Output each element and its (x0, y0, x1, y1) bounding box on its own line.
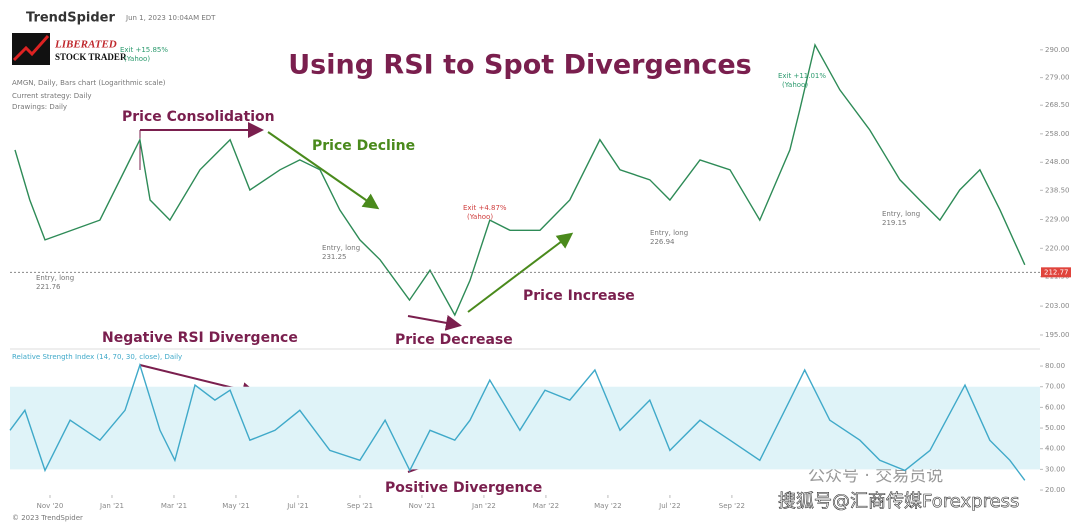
signal-label: Entry, long (322, 244, 360, 252)
drawings: Drawings: Daily (12, 103, 67, 111)
logo (12, 33, 50, 65)
signal-price: 231.25 (322, 253, 347, 261)
x-tick-label: May '22 (594, 502, 622, 510)
watermark: 公众号 · 交易员说 (808, 466, 943, 486)
x-tick-label: Jan '22 (471, 502, 496, 510)
y-tick-label: 229.00 (1045, 216, 1070, 224)
x-tick-label: Jan '21 (99, 502, 124, 510)
y-tick-label: 30.00 (1045, 465, 1065, 473)
copyright: © 2023 TrendSpider (12, 514, 83, 522)
exit-label: Exit +4.87% (463, 204, 507, 212)
last-price-tag (1041, 267, 1071, 278)
y-tick-label: 290.00 (1045, 46, 1070, 54)
logo-text: LIBERATED (54, 39, 117, 51)
annotation: Price Decrease (395, 332, 513, 348)
y-tick-label: 220.00 (1045, 244, 1070, 252)
y-tick-label: 195.00 (1045, 331, 1070, 339)
symbol-info: AMGN, Daily, Bars chart (Logarithmic sca… (12, 79, 166, 87)
brand: TrendSpider (26, 11, 115, 26)
exit-note: (Yahoo) (124, 55, 150, 63)
chart-title: Using RSI to Spot Divergences (288, 50, 752, 81)
annotation: Price Consolidation (122, 109, 275, 125)
logo-text: STOCK TRADER (55, 52, 127, 62)
annotation: Negative RSI Divergence (102, 330, 298, 346)
signal-price: 226.94 (650, 238, 675, 246)
exit-label: Exit +11.01% (778, 72, 826, 80)
signal-price: 219.15 (882, 219, 907, 227)
y-tick-label: 70.00 (1045, 383, 1065, 391)
annotation: Positive Divergence (385, 480, 542, 496)
last-price-label: 212.77 (1044, 268, 1069, 276)
rsi-title: Relative Strength Index (14, 70, 30, clo… (12, 353, 182, 361)
signal-label: Entry, long (36, 274, 74, 282)
x-tick-label: Mar '21 (161, 502, 187, 510)
y-tick-label: 50.00 (1045, 424, 1065, 432)
data-line (14, 42, 1026, 317)
x-tick-label: Jul '21 (286, 502, 309, 510)
x-tick-label: Sep '22 (719, 502, 745, 510)
x-tick-label: Nov '21 (409, 502, 436, 510)
y-tick-label: 238.50 (1045, 186, 1070, 194)
exit-note: (Yahoo) (467, 213, 493, 221)
exit-note: (Yahoo) (782, 81, 808, 89)
y-tick-label: 268.50 (1045, 101, 1070, 109)
x-tick-label: Mar '22 (533, 502, 559, 510)
data-line (9, 362, 1026, 481)
y-tick-label: 20.00 (1045, 486, 1065, 494)
annotation: Price Decline (312, 138, 415, 154)
strategy: Current strategy: Daily (12, 92, 92, 100)
x-tick-label: Sep '21 (347, 502, 373, 510)
y-tick-label: 279.00 (1045, 74, 1070, 82)
y-tick-label: 203.00 (1045, 302, 1070, 310)
signal-label: Entry, long (650, 229, 688, 237)
y-tick-label: 80.00 (1045, 362, 1065, 370)
watermark: 搜狐号@汇商传媒Forexpress (778, 491, 1019, 512)
y-tick-label: 60.00 (1045, 403, 1065, 411)
y-tick-label: 258.00 (1045, 130, 1070, 138)
annotation: Price Increase (523, 288, 635, 304)
x-tick-label: Jul '22 (658, 502, 681, 510)
signal-label: Entry, long (882, 210, 920, 218)
y-tick-label: 248.00 (1045, 158, 1070, 166)
rsi-band (10, 386, 1040, 470)
y-tick-label: 40.00 (1045, 445, 1065, 453)
signal-price: 221.76 (36, 283, 61, 291)
x-tick-label: Nov '20 (37, 502, 64, 510)
x-tick-label: May '21 (222, 502, 250, 510)
exit-label: Exit +15.85% (120, 46, 168, 54)
timestamp: Jun 1, 2023 10:04AM EDT (125, 14, 216, 22)
